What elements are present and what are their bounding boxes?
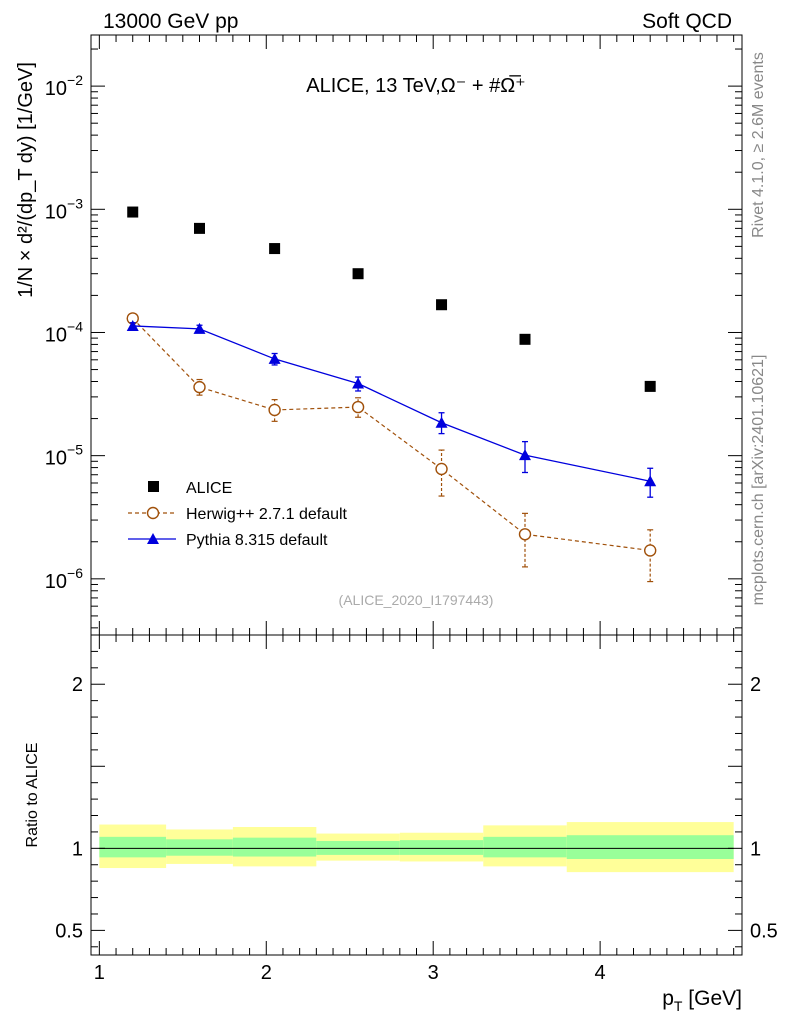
legend-alice-label: ALICE <box>186 480 232 497</box>
mcplots-label: mcplots.cern.ch [arXiv:2401.10621] <box>750 355 767 606</box>
ratio-y-axis: 0.5 0.5 1 1 2 2 <box>55 650 778 948</box>
ratio-y-axis-label: Ratio to ALICE <box>24 743 41 848</box>
herwig-point <box>518 528 532 541</box>
pythia-point <box>268 352 281 364</box>
herwig-point <box>351 400 365 414</box>
legend-herwig-marker <box>146 506 160 520</box>
ratio-y-tick-label-right: 2 <box>750 674 761 696</box>
y-tick-label: 10−4 <box>45 318 83 346</box>
ratio-frame <box>90 634 743 956</box>
alice-point <box>644 380 656 392</box>
ratio-bands <box>99 822 734 873</box>
alice-point <box>436 299 448 311</box>
header-category-label: Soft QCD <box>642 10 732 33</box>
legend-alice-marker <box>148 481 159 492</box>
pythia-point <box>519 449 531 461</box>
legend-herwig-label: Herwig++ 2.7.1 default <box>186 506 348 523</box>
main-title: ALICE, 13 TeV,Ω⁻ + #Ω̅⁺ <box>306 74 525 97</box>
pythia-point <box>126 319 139 331</box>
herwig-point <box>268 403 281 417</box>
main-x-axis-ticks <box>98 35 735 635</box>
main-y-axis-label: 1/N × d²/(dp_T dy) [1/GeV] <box>15 62 37 298</box>
pythia-point <box>644 475 657 487</box>
ratio-y-tick-label-right: 0.5 <box>750 920 778 942</box>
pythia-line <box>132 325 651 482</box>
ratio-band-inner <box>399 840 484 855</box>
ratio-x-axis: 1 2 3 4 <box>94 635 735 984</box>
x-tick-label: 2 <box>261 962 272 984</box>
main-y-axis: 10−6 10−5 10−4 10−3 10−2 <box>45 48 742 629</box>
y-tick-label: 10−5 <box>45 442 83 470</box>
ratio-y-tick-label-left: 0.5 <box>55 920 83 942</box>
herwig-point <box>193 380 206 394</box>
x-tick-label: 3 <box>428 962 439 984</box>
x-axis-label: pT [GeV] <box>662 987 742 1014</box>
y-tick-label: 10−3 <box>45 195 83 223</box>
x-tick-label: 4 <box>595 962 606 984</box>
header-beam-label: 13000 GeV pp <box>103 10 238 33</box>
alice-point <box>519 333 531 345</box>
ratio-band-inner <box>99 836 167 858</box>
x-axis-label-p: p <box>662 987 674 1010</box>
ratio-band-inner <box>483 836 567 858</box>
legend-pythia-marker <box>147 533 159 544</box>
ratio-y-tick-label-left: 1 <box>72 838 83 860</box>
ratio-y-tick-label-right: 1 <box>750 838 761 860</box>
alice-point <box>194 222 205 234</box>
ratio-band-inner <box>232 837 317 857</box>
pythia-point <box>352 377 365 389</box>
y-tick-label: 10−2 <box>45 72 83 100</box>
series-layer <box>126 206 657 583</box>
y-tick-label: 10−6 <box>45 565 83 593</box>
analysis-tag: (ALICE_2020_I1797443) <box>339 592 494 608</box>
legend: ALICE Herwig++ 2.7.1 default Pythia 8.31… <box>128 480 348 549</box>
legend-pythia-label: Pythia 8.315 default <box>186 532 328 549</box>
ratio-band-inner <box>166 839 233 856</box>
x-axis-label-unit: [GeV] <box>682 987 742 1010</box>
ratio-panel: 0.5 0.5 1 1 2 2 1 2 3 4 Ratio to ALICE pT [GeV] <box>24 634 778 1014</box>
ratio-y-tick-label-left: 2 <box>72 674 83 696</box>
x-tick-label: 1 <box>94 962 105 984</box>
pythia-point <box>193 322 206 334</box>
pythia-point <box>435 416 448 428</box>
herwig-point <box>643 544 657 557</box>
main-panel: 10−6 10−5 10−4 10−3 10−2 ALICE, 13 TeV,Ω⁻ + … <box>15 34 743 636</box>
rivet-version-label: Rivet 4.1.0, ≥ 2.6M events <box>750 52 767 238</box>
x-axis-label-sub: T <box>674 998 683 1014</box>
alice-point <box>127 206 139 218</box>
ratio-band-inner <box>566 835 734 859</box>
alice-point <box>352 268 364 280</box>
alice-point <box>269 243 281 255</box>
herwig-point <box>435 462 448 476</box>
